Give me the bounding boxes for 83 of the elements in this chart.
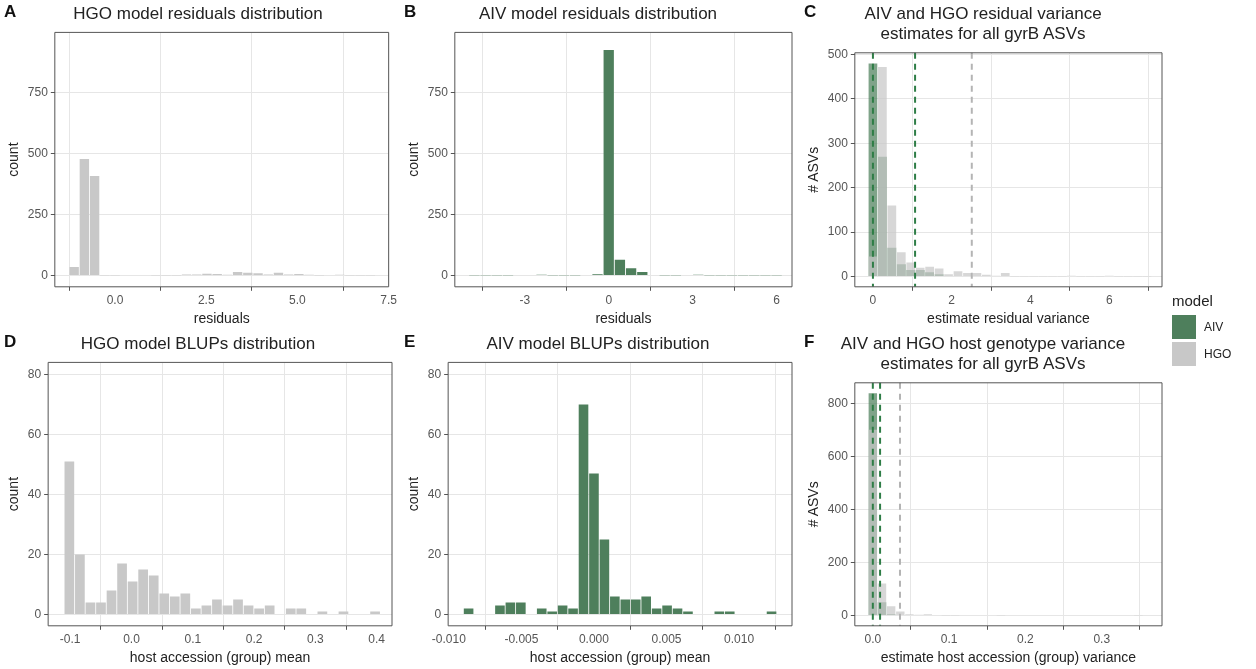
- x-axis-title: estimate residual variance: [927, 310, 1090, 327]
- x-tick-label: -0.010: [431, 632, 467, 647]
- chart-title: AIV and HGO host genotype variance estimates for all gyrB ASVs: [840, 333, 1126, 374]
- y-tick-label: 60: [427, 426, 442, 441]
- y-tick-label: 750: [427, 84, 449, 99]
- y-tick-label: 100: [827, 224, 849, 239]
- x-tick-label: -0.005: [504, 632, 539, 647]
- x-tick-label: 0.000: [578, 632, 610, 647]
- x-tick-label: -3: [519, 293, 531, 308]
- x-tick-label: 0.2: [1017, 632, 1035, 647]
- y-axis-title: count: [5, 142, 22, 177]
- x-tick-label: -0.1: [59, 632, 81, 647]
- y-axis-title: # ASVs: [805, 481, 822, 528]
- y-tick-label: 0: [441, 267, 449, 282]
- y-tick-label: 200: [827, 554, 849, 569]
- text: D: [4, 332, 17, 352]
- y-tick-label: 80: [27, 366, 42, 381]
- y-tick-label: 40: [427, 486, 442, 501]
- y-tick-label: 500: [27, 145, 49, 160]
- x-tick-label: 3: [689, 293, 697, 308]
- x-tick-label: 0: [605, 293, 613, 308]
- y-tick-label: 60: [27, 426, 42, 441]
- y-tick-label: 0: [841, 607, 849, 622]
- x-tick-label: 0.0: [864, 632, 882, 647]
- x-tick-label: 6: [1105, 293, 1113, 308]
- chart-title: HGO model BLUPs distribution: [80, 333, 316, 353]
- y-tick-label: 20: [427, 546, 442, 561]
- y-axis-title: # ASVs: [805, 146, 822, 193]
- x-tick-label: 2: [948, 293, 956, 308]
- y-tick-label: 20: [27, 546, 42, 561]
- x-tick-label: 0.0: [123, 632, 141, 647]
- x-tick-label: 5.0: [289, 293, 307, 308]
- text: F: [804, 332, 815, 352]
- x-tick-label: 0.3: [1093, 632, 1111, 647]
- x-tick-label: 2.5: [197, 293, 215, 308]
- y-tick-label: 0: [41, 267, 49, 282]
- y-tick-label: 0: [434, 606, 442, 621]
- x-tick-label: 0.1: [184, 632, 202, 647]
- y-tick-label: 40: [27, 486, 42, 501]
- x-tick-label: 0.010: [724, 632, 755, 647]
- text: A: [4, 2, 17, 22]
- y-tick-label: 300: [827, 135, 849, 150]
- x-axis-title: host accession (group) mean: [529, 649, 711, 666]
- x-axis-title: residuals: [193, 310, 250, 327]
- y-tick-label: 800: [827, 395, 849, 410]
- y-tick-label: 250: [27, 206, 49, 221]
- x-axis-title: residuals: [595, 310, 652, 327]
- y-tick-label: 80: [427, 366, 442, 381]
- text: B: [404, 2, 417, 22]
- x-tick-label: 0.4: [368, 632, 386, 647]
- text: E: [404, 332, 416, 352]
- y-tick-label: 500: [427, 145, 449, 160]
- x-tick-label: 0.3: [307, 632, 325, 647]
- x-tick-label: 4: [1027, 293, 1035, 308]
- x-axis-title: host accession (group) mean: [129, 649, 311, 666]
- legend-title: model: [1172, 291, 1214, 309]
- y-tick-label: 0: [34, 606, 42, 621]
- y-tick-label: 200: [827, 180, 849, 195]
- chart-title: AIV and HGO residual variance estimates for all gyrB ASVs: [864, 3, 1102, 44]
- x-tick-label: 0: [869, 293, 877, 308]
- x-axis-title: estimate host accession (group) variance: [880, 649, 1137, 666]
- x-tick-label: 6: [773, 293, 781, 308]
- text: C: [804, 2, 817, 22]
- legend-label: AIV: [1204, 319, 1224, 334]
- y-tick-label: 0: [841, 268, 849, 283]
- y-axis-title: count: [5, 476, 22, 512]
- y-axis-title: count: [405, 476, 422, 512]
- x-tick-label: 0.2: [245, 632, 263, 647]
- x-tick-label: 0.005: [651, 632, 682, 647]
- y-axis-title: count: [405, 142, 422, 177]
- y-tick-label: 500: [827, 46, 849, 61]
- x-tick-label: 7.5: [380, 293, 398, 308]
- y-tick-label: 600: [827, 448, 849, 463]
- x-tick-label: 0.1: [940, 632, 958, 647]
- chart-title: HGO model residuals distribution: [73, 3, 323, 23]
- chart-title: AIV model BLUPs distribution: [486, 333, 710, 353]
- x-tick-label: 0.0: [106, 293, 124, 308]
- legend-label: HGO: [1204, 346, 1232, 361]
- y-tick-label: 400: [827, 91, 849, 106]
- y-tick-label: 400: [827, 501, 849, 516]
- y-tick-label: 250: [427, 206, 449, 221]
- y-tick-label: 750: [27, 84, 49, 99]
- chart-title: AIV model residuals distribution: [478, 3, 718, 23]
